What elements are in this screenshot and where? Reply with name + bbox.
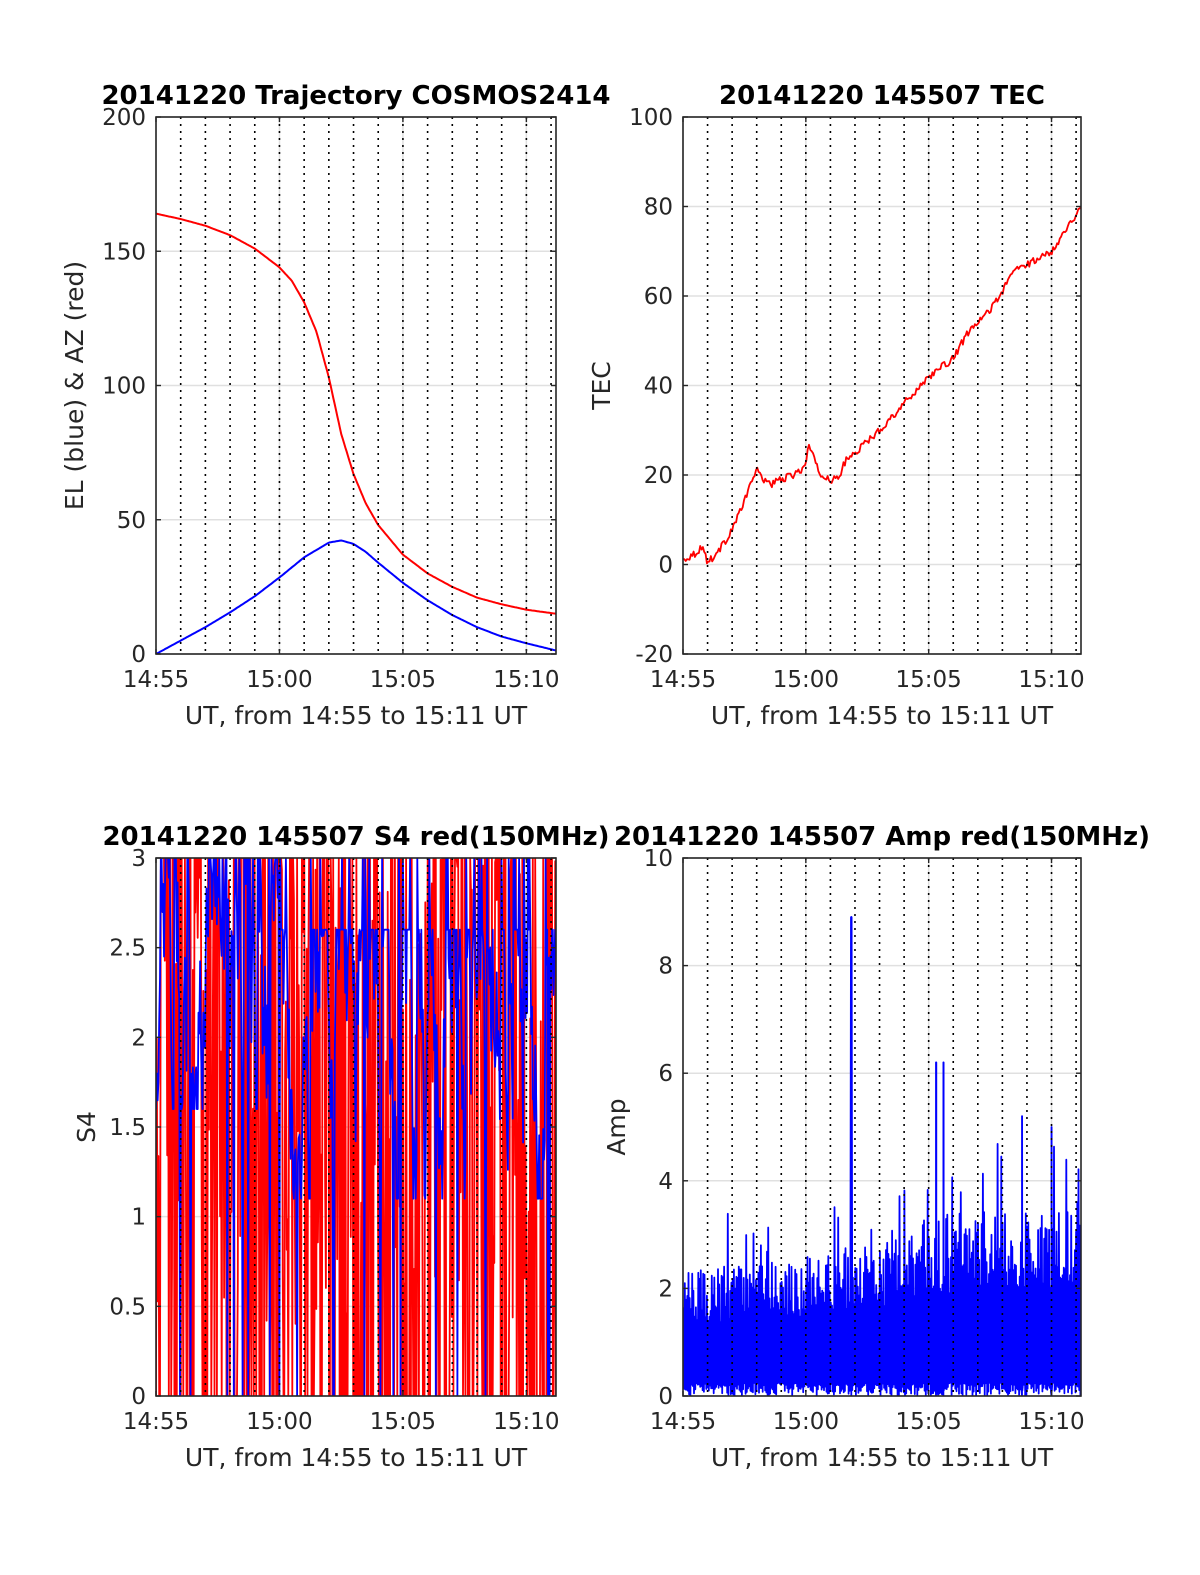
y-tick-label: 4 (658, 1169, 673, 1195)
y-tick-label: 3 (131, 846, 146, 872)
chart-title: 20141220 145507 Amp red(150MHz) (614, 822, 1150, 852)
y-tick-label: 2 (658, 1276, 673, 1302)
y-axis-label: S4 (72, 1111, 101, 1143)
x-tick-label: 15:10 (493, 1409, 559, 1435)
y-tick-label: 6 (658, 1061, 673, 1087)
y-axis-label: Amp (602, 1098, 631, 1155)
y-tick-label: -20 (635, 642, 673, 668)
y-tick-label: 150 (102, 239, 146, 265)
panel-tec: -20 0 20 40 60 80 100 14:55 15:00 15:05 15:10 20141… (587, 81, 1085, 730)
series-line-2 (156, 858, 556, 1396)
x-axis-label: UT, from 14:55 to 15:11 UT (185, 701, 528, 730)
x-tick-label: 15:05 (370, 667, 436, 693)
y-tick-label: 0 (658, 553, 673, 579)
series-line-2 (156, 539, 556, 654)
x-tick-label: 15:05 (370, 1409, 436, 1435)
x-tick-label: 15:00 (246, 1409, 312, 1435)
y-tick-label: 0 (131, 642, 146, 668)
y-axis-label: EL (blue) & AZ (red) (60, 261, 89, 510)
y-tick-label: 1 (131, 1205, 146, 1231)
series-line-1 (683, 916, 1081, 1396)
y-tick-label: 40 (644, 374, 673, 400)
y-tick-label: 10 (644, 846, 673, 872)
y-tick-label: 200 (102, 105, 146, 131)
x-tick-label: 14:55 (123, 667, 189, 693)
panel-trajectory: 0 50 100 150 200 14:55 15:00 15:05 15:10 20141220… (60, 81, 611, 730)
panel-amp: 0 2 4 6 8 10 14:55 15:00 15:05 15:10 20141220 1455… (602, 822, 1150, 1472)
y-tick-label: 2.5 (109, 936, 146, 962)
series-line-1 (683, 206, 1081, 565)
y-tick-label: 2 (131, 1025, 146, 1051)
y-tick-label: 100 (629, 105, 673, 131)
panel-s4: 0 0.5 1 1.5 2 2.5 3 14:55 15:00 15:05 15:10 2014122… (72, 822, 610, 1472)
data-layer (156, 212, 556, 654)
chart-title: 20141220 145507 TEC (719, 81, 1045, 111)
x-tick-label: 15:10 (493, 667, 559, 693)
y-tick-label: 60 (644, 284, 673, 310)
y-tick-label: 0 (658, 1384, 673, 1410)
chart-title: 20141220 Trajectory COSMOS2414 (101, 81, 610, 111)
y-tick-label: 0 (131, 1384, 146, 1410)
y-tick-label: 0.5 (109, 1294, 146, 1320)
y-tick-label: 80 (644, 195, 673, 221)
x-tick-label: 15:10 (1018, 667, 1084, 693)
x-tick-label: 15:05 (896, 667, 962, 693)
x-axis-label: UT, from 14:55 to 15:11 UT (711, 1443, 1054, 1472)
x-tick-label: 14:55 (650, 667, 716, 693)
x-tick-label: 15:00 (773, 1409, 839, 1435)
y-tick-label: 1.5 (109, 1115, 146, 1141)
x-tick-label: 14:55 (123, 1409, 189, 1435)
axes-frame (682, 857, 1082, 1397)
y-tick-label: 100 (102, 374, 146, 400)
series-line-1 (156, 212, 556, 615)
x-tick-label: 15:10 (1018, 1409, 1084, 1435)
data-layer (683, 206, 1081, 565)
y-tick-label: 50 (117, 508, 146, 534)
chart-title: 20141220 145507 S4 red(150MHz) (102, 822, 609, 852)
y-tick-label: 8 (658, 954, 673, 980)
x-tick-label: 14:55 (650, 1409, 716, 1435)
data-layer (683, 916, 1081, 1396)
x-axis-label: UT, from 14:55 to 15:11 UT (185, 1443, 528, 1472)
x-tick-label: 15:00 (773, 667, 839, 693)
x-tick-label: 15:00 (246, 667, 312, 693)
data-layer (156, 858, 556, 1396)
y-axis-label: TEC (587, 361, 616, 411)
x-axis-label: UT, from 14:55 to 15:11 UT (711, 701, 1054, 730)
x-tick-label: 15:05 (896, 1409, 962, 1435)
y-tick-label: 20 (644, 463, 673, 489)
